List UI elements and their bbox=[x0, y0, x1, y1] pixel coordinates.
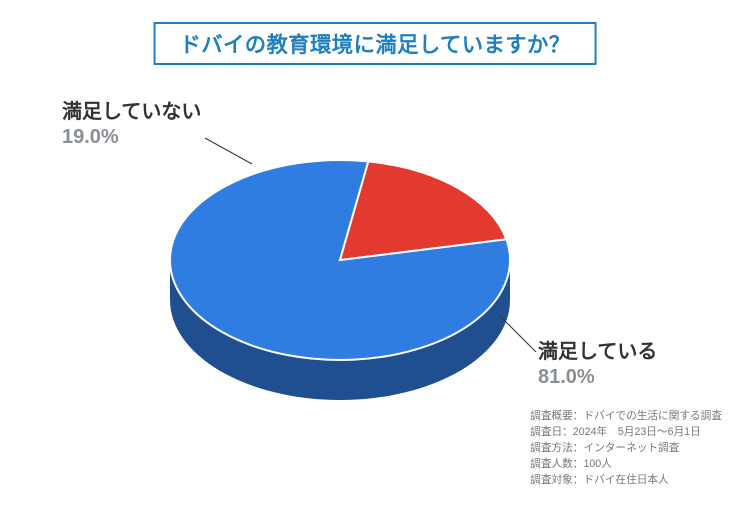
pie-label-pct: 19.0% bbox=[62, 125, 201, 150]
footer-line: 調査日：2024年 5月23日〜6月1日 bbox=[530, 424, 722, 440]
footer-line: 調査対象：ドバイ在住日本人 bbox=[530, 472, 722, 488]
pie-label-pct: 81.0% bbox=[538, 365, 657, 390]
survey-footer: 調査概要：ドバイでの生活に関する調査調査日：2024年 5月23日〜6月1日調査… bbox=[530, 408, 722, 488]
footer-line: 調査人数：100人 bbox=[530, 456, 722, 472]
pie-label-name: 満足していない bbox=[62, 100, 201, 125]
footer-line: 調査方法：インターネット調査 bbox=[530, 440, 722, 456]
pie-label-name: 満足している bbox=[538, 340, 657, 365]
pie-label-not-satisfied: 満足していない 19.0% bbox=[62, 100, 201, 150]
pie-label-satisfied: 満足している 81.0% bbox=[538, 340, 657, 390]
footer-line: 調査概要：ドバイでの生活に関する調査 bbox=[530, 408, 722, 424]
